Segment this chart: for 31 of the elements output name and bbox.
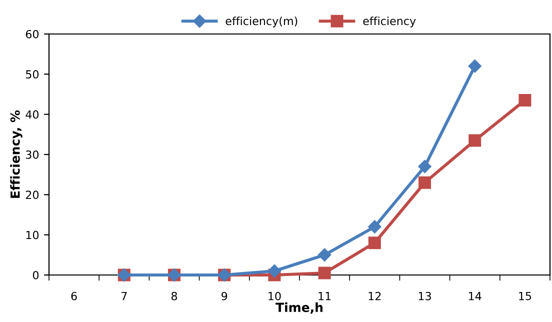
point	[418, 160, 432, 174]
point	[268, 264, 282, 278]
y-tick-label: 10	[26, 230, 39, 240]
x-tick-label: 11	[318, 292, 331, 300]
point	[418, 176, 431, 189]
point	[468, 134, 482, 147]
legend-label: efficiency	[363, 16, 416, 28]
y-tick-label: 0	[32, 270, 39, 280]
y-tick-label: 40	[26, 110, 39, 119]
x-tick-label: 12	[368, 292, 381, 300]
x-tick-label: 15	[519, 292, 532, 300]
y-tick-label: 50	[26, 70, 39, 79]
point	[368, 236, 381, 250]
x-tick-label: 7	[122, 292, 127, 300]
x-axis-title: Time,h	[276, 302, 323, 314]
x-tick-label: 14	[469, 292, 482, 300]
x-tick-label: 10	[268, 292, 281, 300]
x-tick-label: 6	[71, 292, 77, 300]
x-tick-label: 8	[171, 292, 178, 300]
x-tick-label: 9	[222, 292, 228, 300]
y-tick-label: 20	[26, 190, 39, 200]
point	[318, 266, 331, 280]
point	[368, 220, 382, 234]
point	[318, 248, 332, 262]
point	[468, 60, 482, 73]
y-tick-label: 30	[26, 150, 39, 159]
x-tick-label: 13	[418, 292, 431, 300]
legend-label: efficiency(m)	[226, 16, 298, 28]
point	[518, 94, 532, 107]
y-tick-label: 60	[26, 30, 39, 38]
y-axis-title: Efficiency, %	[10, 110, 22, 198]
